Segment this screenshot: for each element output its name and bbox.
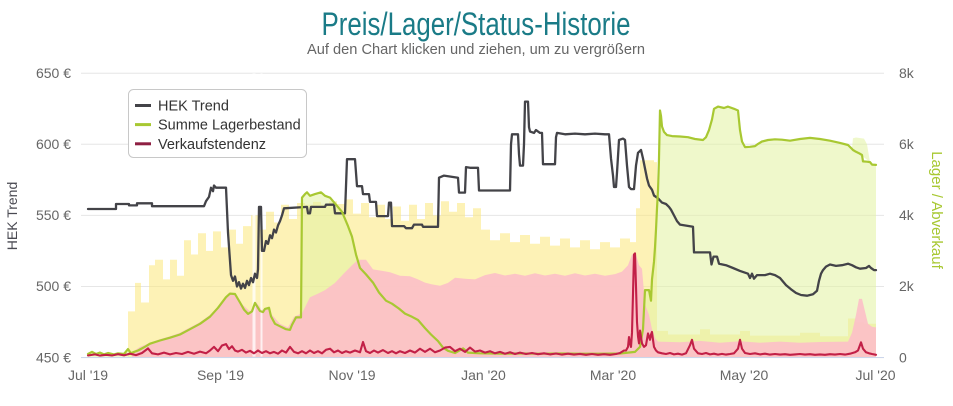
svg-text:6k: 6k (899, 136, 915, 152)
svg-text:650 €: 650 € (36, 65, 71, 81)
svg-text:500 €: 500 € (36, 278, 71, 294)
svg-text:4k: 4k (899, 207, 915, 223)
svg-text:Auf den Chart klicken und zieh: Auf den Chart klicken und ziehen, um zu … (307, 41, 645, 58)
svg-text:Jul '19: Jul '19 (68, 367, 108, 383)
svg-text:Verkaufstendenz: Verkaufstendenz (158, 137, 266, 153)
svg-text:Preis/Lager/Status-Historie: Preis/Lager/Status-Historie (322, 6, 631, 42)
svg-text:Mar '20: Mar '20 (590, 367, 636, 383)
svg-text:HEK Trend: HEK Trend (158, 99, 229, 115)
svg-text:600 €: 600 € (36, 136, 71, 152)
svg-text:Summe Lagerbestand: Summe Lagerbestand (158, 118, 301, 134)
svg-text:Nov '19: Nov '19 (328, 367, 375, 383)
svg-text:Lager / Abverkauf: Lager / Abverkauf (928, 151, 945, 269)
svg-text:Jan '20: Jan '20 (461, 367, 506, 383)
svg-text:2k: 2k (899, 278, 915, 294)
svg-text:0: 0 (899, 349, 907, 365)
svg-text:Jul '20: Jul '20 (855, 367, 895, 383)
svg-text:8k: 8k (899, 65, 915, 81)
svg-text:May '20: May '20 (720, 367, 769, 383)
svg-text:HEK Trend: HEK Trend (4, 182, 20, 250)
svg-text:450 €: 450 € (36, 349, 71, 365)
svg-text:550 €: 550 € (36, 207, 71, 223)
svg-text:Sep '19: Sep '19 (197, 367, 244, 383)
